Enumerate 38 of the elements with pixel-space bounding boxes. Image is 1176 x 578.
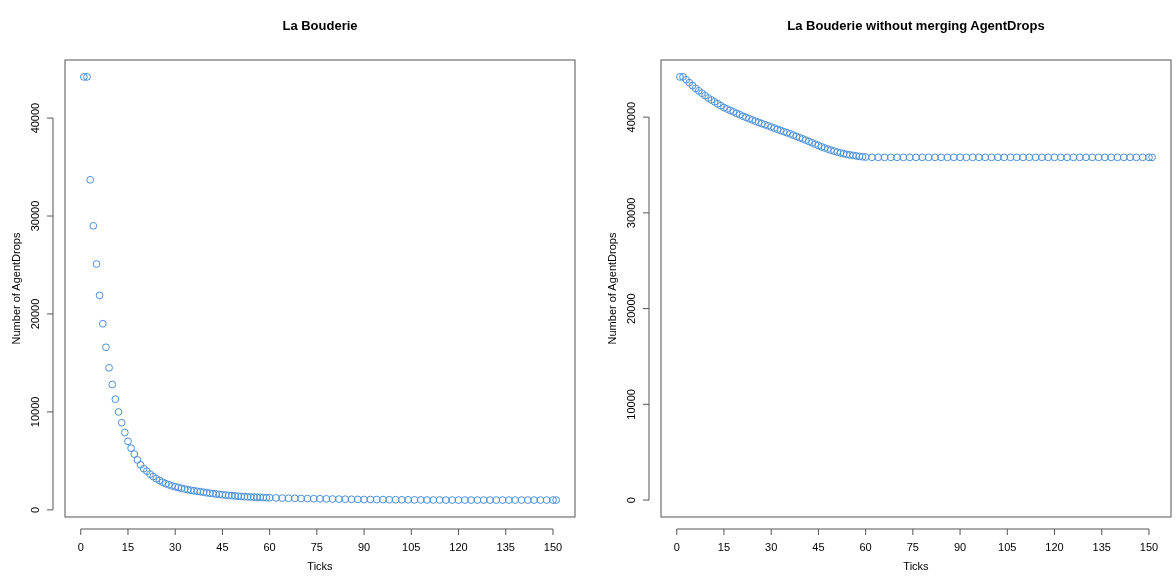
y-tick-label: 30000 [625, 197, 637, 229]
x-tick-label: 30 [169, 541, 182, 553]
x-tick-label: 150 [1139, 541, 1159, 553]
x-tick-label: 105 [402, 541, 421, 553]
x-tick-label: 150 [543, 541, 563, 553]
y-tick-label: 20000 [29, 298, 41, 330]
x-tick-label: 60 [263, 541, 276, 553]
x-tick-label: 0 [673, 541, 680, 553]
y-tick-label: 10000 [625, 389, 637, 420]
x-tick-label: 45 [812, 541, 825, 553]
x-tick-label: 15 [717, 541, 731, 553]
x-tick-label: 45 [216, 541, 229, 553]
x-tick-label: 135 [1092, 541, 1111, 553]
x-tick-label: 60 [859, 541, 872, 553]
x-tick-label: 75 [310, 541, 323, 553]
x-tick-label: 90 [953, 541, 967, 553]
y-axis-title: Number of AgentDrops [606, 232, 618, 345]
x-tick-label: 75 [906, 541, 919, 553]
chart-title: La Bouderie [282, 18, 358, 33]
y-axis-title: Number of AgentDrops [10, 232, 22, 345]
chart-title: La Bouderie without merging AgentDrops [787, 18, 1045, 33]
x-tick-label: 105 [998, 541, 1017, 553]
y-tick-label: 10000 [29, 396, 41, 428]
y-tick-label: 0 [625, 497, 637, 504]
y-tick-label: 20000 [625, 293, 637, 324]
x-tick-label: 30 [765, 541, 778, 553]
x-tick-label: 120 [449, 541, 468, 553]
x-tick-label: 15 [121, 541, 135, 553]
y-tick-label: 40000 [625, 101, 637, 133]
x-tick-label: 135 [496, 541, 515, 553]
x-tick-label: 0 [77, 541, 84, 553]
y-tick-label: 0 [29, 506, 41, 513]
x-tick-label: 120 [1045, 541, 1064, 553]
y-tick-label: 30000 [29, 200, 41, 232]
x-axis-title: Ticks [307, 560, 334, 572]
x-axis-title: Ticks [903, 560, 930, 572]
y-tick-label: 40000 [29, 102, 41, 134]
x-tick-label: 90 [357, 541, 371, 553]
